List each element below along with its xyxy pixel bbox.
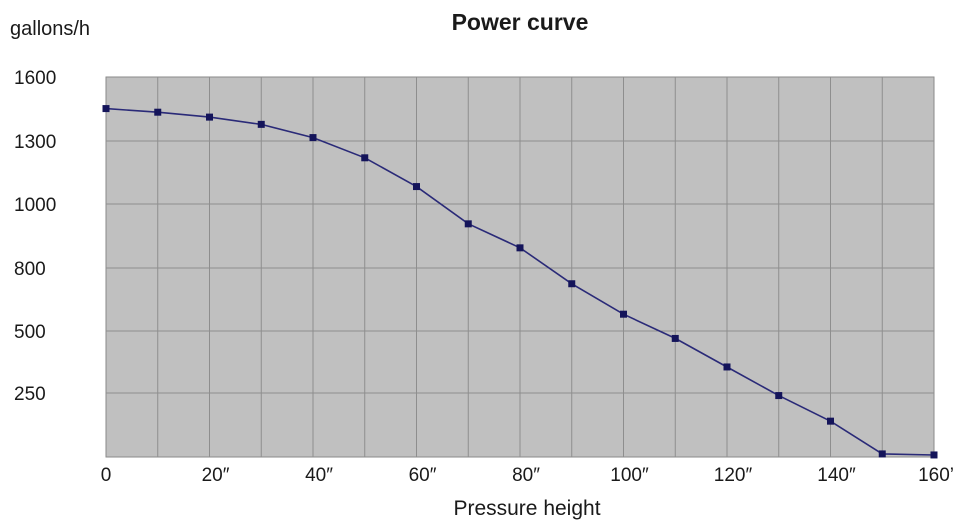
y-tick-label: 1600 (14, 68, 56, 89)
data-point-marker (878, 450, 886, 458)
x-tick-label: 160’ (918, 465, 954, 486)
data-point-marker (620, 310, 627, 318)
data-point-marker (154, 108, 162, 116)
y-tick-label: 1300 (14, 132, 56, 153)
data-point-marker (309, 134, 317, 142)
data-point-marker (464, 220, 472, 228)
data-point-marker (206, 113, 213, 121)
x-tick-label: 0 (101, 465, 112, 486)
data-point-marker (827, 417, 834, 425)
data-point-marker (413, 183, 420, 191)
data-point-marker (516, 244, 524, 252)
y-tick-label: 800 (14, 259, 46, 280)
data-point-marker (930, 451, 938, 459)
y-tick-label: 500 (14, 322, 46, 343)
x-axis-label: Pressure height (453, 497, 600, 520)
data-point-marker (361, 154, 369, 162)
x-tick-label: 140″ (817, 465, 856, 486)
data-point-marker (257, 120, 265, 128)
x-tick-label: 40″ (305, 465, 333, 486)
chart-title: Power curve (452, 9, 589, 35)
y-tick-label: 1000 (14, 195, 56, 216)
grid-lines (106, 77, 934, 457)
x-tick-label: 100″ (610, 465, 649, 486)
x-axis-ticks: 0 20″ 40″ 60″ 80″ 100″ 120″ 140″ 160’ (101, 465, 954, 486)
x-tick-label: 20″ (202, 465, 230, 486)
data-points (102, 105, 938, 459)
data-point-marker (723, 363, 731, 371)
x-tick-label: 60″ (409, 465, 437, 486)
data-point-marker (671, 334, 679, 342)
y-tick-label: 250 (14, 384, 46, 405)
x-tick-label: 120″ (714, 465, 753, 486)
data-point-marker (568, 280, 576, 288)
x-tick-label: 80″ (512, 465, 540, 486)
data-point-marker (775, 392, 783, 400)
y-axis-ticks: 1600 1300 1000 800 500 250 (14, 68, 56, 405)
data-point-marker (102, 105, 110, 113)
y-axis-unit-label: gallons/h (10, 18, 90, 40)
